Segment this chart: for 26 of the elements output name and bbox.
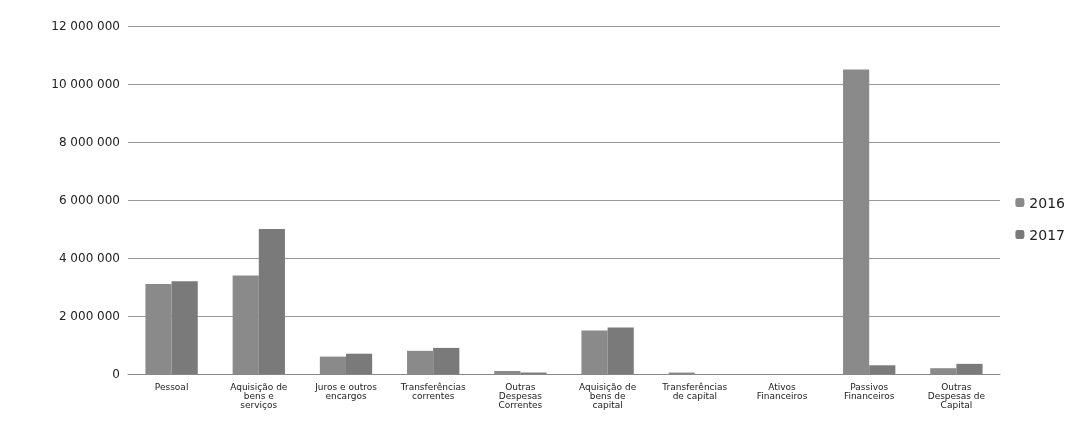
legend-label: 2016	[1029, 194, 1066, 211]
x-tick-label: Aquisição de bens de capital	[579, 381, 637, 410]
x-tick-label: Pessoal	[154, 381, 189, 392]
x-tick-label: Outras Despesas de Capital	[927, 381, 986, 410]
y-tick-label: 10 000 000	[51, 77, 120, 91]
x-tick-label: Passivos Financeiros	[843, 381, 895, 401]
y-tick-label: 12 000 000	[51, 19, 120, 33]
y-tick-label: 8 000 000	[58, 135, 120, 149]
x-tick-label: Outras Despesas Correntes	[498, 381, 543, 410]
x-tick-label: Ativos Financeiros	[756, 381, 808, 401]
y-tick-label: 4 000 000	[58, 251, 120, 265]
x-tick-label: Transferências correntes	[399, 381, 466, 401]
y-tick-label: 6 000 000	[58, 193, 120, 207]
bar	[433, 347, 460, 374]
bar	[869, 365, 896, 374]
legend-label: 2017	[1029, 226, 1066, 243]
bar	[258, 229, 285, 374]
x-tick-label: Transferências de capital	[661, 381, 728, 401]
x-tick-label: Juros e outros encargos	[314, 381, 378, 401]
bar	[346, 353, 373, 374]
y-tick-label: 0	[112, 367, 120, 381]
x-tick-label: Aquisição de bens e serviços	[230, 381, 288, 410]
bar	[956, 363, 983, 374]
y-tick-label: 2 000 000	[58, 309, 120, 323]
bar	[607, 327, 634, 374]
bar	[171, 281, 198, 374]
